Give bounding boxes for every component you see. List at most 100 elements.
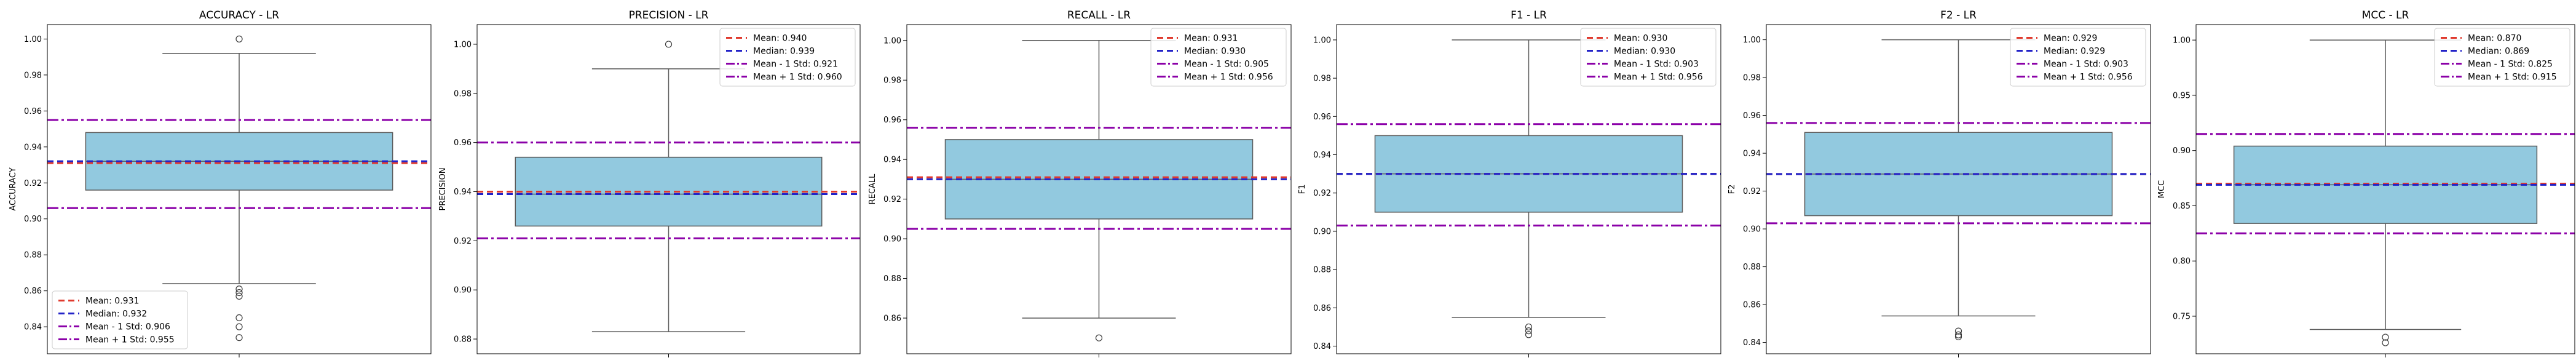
legend-box xyxy=(2434,28,2570,87)
y-tick-label: 0.88 xyxy=(1743,263,1761,272)
legend-entry: Median: 0.930 xyxy=(1614,47,1675,57)
outlier-point xyxy=(1954,327,1962,335)
y-axis-label: MCC xyxy=(2157,180,2167,198)
outlier-point xyxy=(1095,334,1103,341)
y-tick-label: 0.80 xyxy=(2173,257,2191,266)
legend-entry: Median: 0.932 xyxy=(85,309,147,319)
y-tick-label: 0.86 xyxy=(1313,304,1331,313)
y-tick-label: 0.75 xyxy=(2173,312,2191,321)
subplot-title: MCC - LR xyxy=(2362,9,2409,22)
y-tick-label: 0.94 xyxy=(1743,150,1761,159)
y-tick-label: 0.84 xyxy=(1743,338,1761,348)
y-tick-label: 0.88 xyxy=(24,251,42,260)
legend-entry: Mean - 1 Std: 0.903 xyxy=(1614,60,1699,70)
outlier-point xyxy=(1525,323,1533,331)
y-tick-label: 0.98 xyxy=(1743,74,1761,83)
y-tick-label: 0.98 xyxy=(883,76,901,86)
y-tick-label: 0.96 xyxy=(24,107,42,116)
y-tick-label: 0.95 xyxy=(2173,91,2191,100)
y-tick-label: 0.92 xyxy=(883,195,901,204)
subplot-title: F1 - LR xyxy=(1511,9,1547,22)
y-tick-label: 0.96 xyxy=(1743,111,1761,121)
subplot-3: RECALL - LR RECALL 0.86 0.88 0.90 0.92 0.94 0.9… xyxy=(868,9,1292,357)
y-tick-label: 1.00 xyxy=(454,40,472,49)
legend-entry: Mean: 0.940 xyxy=(753,34,807,44)
y-tick-label: 0.86 xyxy=(24,287,42,296)
legend-box xyxy=(1580,28,1717,87)
y-tick-label: 0.86 xyxy=(1743,301,1761,310)
y-tick-label: 1.00 xyxy=(1743,36,1761,45)
legend-entry: Mean + 1 Std: 0.915 xyxy=(2468,73,2557,82)
legend-entry: Mean - 1 Std: 0.825 xyxy=(2468,60,2553,70)
axes-frame xyxy=(906,24,1292,354)
y-axis-label: F2 xyxy=(1728,185,1737,194)
legend-entry: Mean + 1 Std: 0.956 xyxy=(1184,73,1273,82)
y-tick-label: 0.98 xyxy=(454,89,472,98)
legend-entry: Mean - 1 Std: 0.921 xyxy=(753,60,838,70)
legend-box xyxy=(2010,28,2146,87)
outlier-point xyxy=(1954,331,1962,338)
legend-entry: Median: 0.869 xyxy=(2468,47,2529,57)
y-tick-label: 0.88 xyxy=(454,335,472,345)
outlier-point xyxy=(1525,327,1533,335)
y-tick-label: 0.96 xyxy=(1313,113,1331,122)
subplot-title: ACCURACY - LR xyxy=(199,9,279,22)
axes-frame xyxy=(2195,24,2575,354)
y-tick-label: 0.84 xyxy=(1313,342,1331,351)
y-tick-label: 1.00 xyxy=(883,36,901,46)
y-tick-label: 0.94 xyxy=(1313,151,1331,160)
legend-entry: Mean - 1 Std: 0.905 xyxy=(1184,60,1269,70)
y-tick-label: 0.92 xyxy=(1743,187,1761,196)
legend-entry: Mean: 0.931 xyxy=(85,297,139,306)
legend-entry: Mean + 1 Std: 0.955 xyxy=(85,335,175,345)
legend-box xyxy=(719,28,856,87)
outlier-point xyxy=(235,292,243,300)
subplot-1: ACCURACY - LR ACCURACY 0.84 0.86 0.88 0.90 0.9… xyxy=(9,9,432,357)
legend: Mean: 0.931 Median: 0.932 Mean - 1 Std: 0.… xyxy=(52,290,188,349)
legend: Mean: 0.929 Median: 0.929 Mean - 1 Std: 0.… xyxy=(2010,28,2146,87)
y-tick-label: 0.88 xyxy=(883,274,901,284)
y-axis-label: RECALL xyxy=(868,174,877,204)
outlier-point xyxy=(2382,339,2389,346)
y-tick-label: 1.00 xyxy=(24,35,42,44)
y-tick-label: 0.94 xyxy=(454,188,472,197)
y-tick-label: 0.98 xyxy=(1313,74,1331,84)
legend-entry: Mean - 1 Std: 0.903 xyxy=(2044,60,2128,70)
outlier-point xyxy=(235,35,243,42)
y-tick-label: 0.90 xyxy=(883,235,901,244)
y-tick-label: 0.90 xyxy=(1313,227,1331,236)
y-tick-label: 0.90 xyxy=(454,286,472,295)
outlier-point xyxy=(235,334,243,341)
y-tick-label: 1.00 xyxy=(2173,36,2191,46)
legend-entry: Median: 0.930 xyxy=(1184,47,1246,57)
y-tick-label: 0.92 xyxy=(1313,189,1331,198)
legend-box xyxy=(1150,28,1287,87)
subplot-2: PRECISION - LR PRECISION 0.88 0.90 0.92 0.94 0… xyxy=(438,9,861,357)
legend-entry: Median: 0.939 xyxy=(753,47,815,57)
y-tick-label: 0.94 xyxy=(883,156,901,165)
subplot-title: RECALL - LR xyxy=(1067,9,1131,22)
axes-frame xyxy=(1766,24,2151,354)
y-axis-label: ACCURACY xyxy=(9,167,18,210)
legend-entry: Mean - 1 Std: 0.906 xyxy=(85,322,170,332)
subplot-6: MCC - LR MCC 0.75 0.80 0.85 0.90 0.95 1.00 Mean:… xyxy=(2157,9,2575,357)
outlier-point xyxy=(235,285,243,293)
y-tick-label: 0.85 xyxy=(2173,202,2191,211)
y-tick-label: 1.00 xyxy=(1313,36,1331,45)
y-tick-label: 0.90 xyxy=(24,215,42,224)
legend-entry: Mean: 0.929 xyxy=(2044,34,2097,44)
axes-frame xyxy=(476,24,861,354)
legend-entry: Mean: 0.931 xyxy=(1184,34,1238,44)
outlier-point xyxy=(235,289,243,297)
outlier-point xyxy=(235,314,243,322)
y-tick-label: 0.86 xyxy=(883,314,901,323)
outlier-point xyxy=(665,41,673,48)
legend: Mean: 0.940 Median: 0.939 Mean - 1 Std: 0.… xyxy=(719,28,856,87)
y-axis-label: PRECISION xyxy=(438,167,448,210)
outlier-point xyxy=(235,323,243,330)
legend-entry: Median: 0.929 xyxy=(2044,47,2105,57)
y-tick-label: 0.84 xyxy=(24,323,42,332)
axes-frame xyxy=(47,24,432,354)
legend-entry: Mean: 0.930 xyxy=(1614,34,1667,44)
